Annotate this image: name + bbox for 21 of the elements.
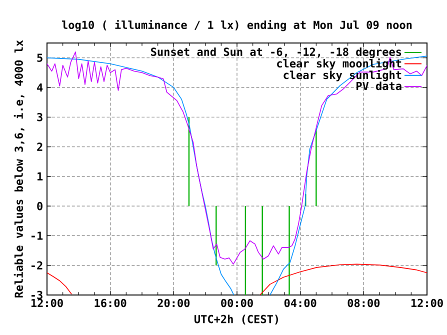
x-tick-label: 12:00 (411, 298, 443, 308)
y-tick-label: -3 (32, 290, 42, 300)
y-tick-label: 0 (37, 202, 42, 210)
y-tick-label: 4 (37, 83, 43, 92)
y-tick-label: -2 (32, 261, 42, 270)
x-tick-label: 04:00 (284, 298, 316, 308)
y-tick-label: 3 (37, 112, 42, 122)
x-axis-title: UTC+2h (CEST) (194, 314, 278, 325)
y-tick-label: 1 (38, 172, 43, 180)
legend-label: Sunset and Sun at -6, -12, -18 degrees (151, 47, 402, 58)
y-axis-title: Reliable values below 3,6, i.e, 4000 lx (14, 40, 24, 298)
x-tick-label: 08:00 (348, 298, 380, 308)
x-tick-label: 16:00 (94, 298, 126, 308)
chart-title: log10 ( illuminance / 1 lx) ending at Mon Jul 09 noon (62, 20, 412, 32)
y-tick-label: -1 (32, 232, 43, 240)
y-tick-label: 5 (37, 54, 42, 62)
x-tick-label: 20:00 (158, 298, 190, 308)
y-tick-label: 2 (37, 142, 42, 151)
x-tick-label: 00:00 (221, 298, 253, 308)
x-tick-label: 12:00 (31, 298, 63, 308)
legend-label: PV data (356, 82, 402, 90)
